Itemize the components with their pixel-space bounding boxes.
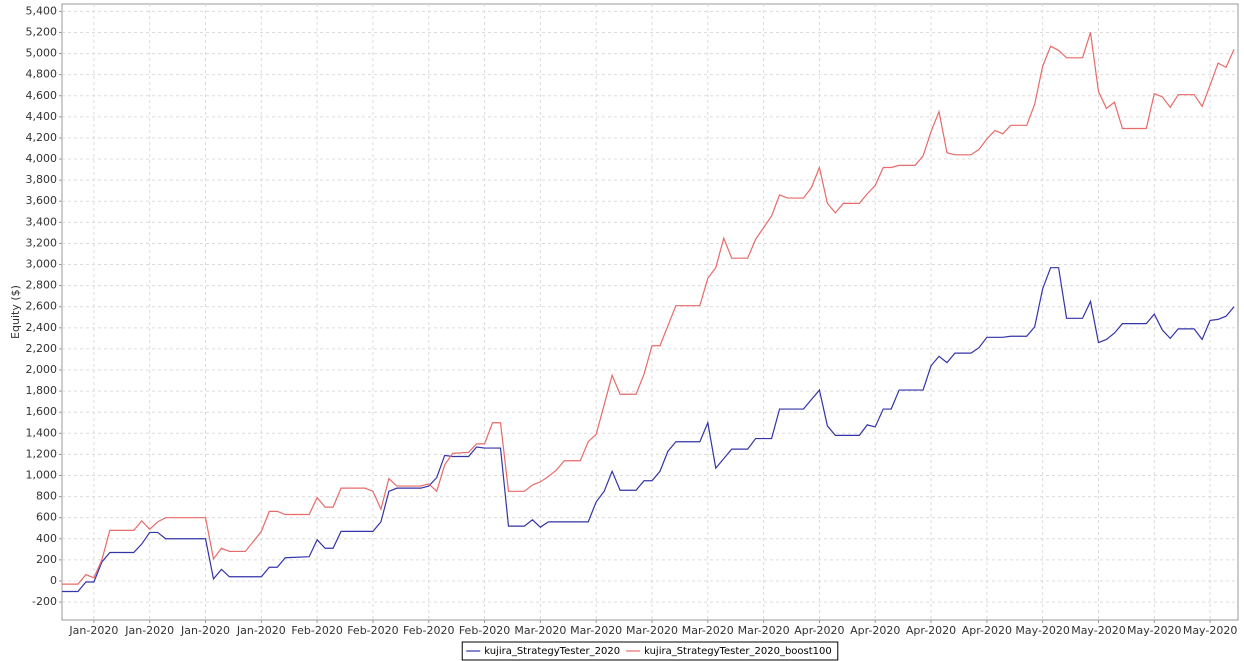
y-tick-label: 4,000: [26, 152, 58, 165]
x-tick-label: Feb-2020: [403, 624, 454, 637]
x-tick-label: Feb-2020: [459, 624, 510, 637]
y-tick-label: 0: [50, 574, 57, 587]
y-tick-label: 4,600: [26, 89, 58, 102]
plot-area: [61, 3, 1239, 621]
y-tick-label: 5,400: [26, 4, 58, 17]
x-tick-label: Apr-2020: [794, 624, 844, 637]
y-tick-label: 4,400: [26, 110, 58, 123]
x-tick-label: Mar-2020: [682, 624, 734, 637]
y-tick-label: 2,600: [26, 300, 58, 313]
y-tick-label: 3,200: [26, 236, 58, 249]
y-tick-label: 1,200: [26, 447, 58, 460]
y-tick-label: 3,400: [26, 215, 58, 228]
x-tick-label: Apr-2020: [850, 624, 900, 637]
y-tick-label: 600: [36, 511, 57, 524]
y-tick-label: 1,400: [26, 426, 58, 439]
x-tick-label: May-2020: [1183, 624, 1238, 637]
y-tick-label: 1,800: [26, 384, 58, 397]
x-tick-label: Feb-2020: [347, 624, 398, 637]
y-tick-label: 5,200: [26, 25, 58, 38]
x-tick-label: May-2020: [1015, 624, 1070, 637]
x-tick-label: Feb-2020: [291, 624, 342, 637]
y-tick-label: 5,000: [26, 47, 58, 60]
y-axis-label: Equity ($): [9, 285, 22, 339]
y-tick-label: 1,600: [26, 405, 58, 418]
y-tick-label: 4,800: [26, 68, 58, 81]
x-tick-label: Mar-2020: [738, 624, 790, 637]
legend-box: [461, 641, 839, 661]
y-tick-label: 4,200: [26, 131, 58, 144]
y-tick-label: 1,000: [26, 468, 58, 481]
x-tick-label: Jan-2020: [180, 624, 230, 637]
x-tick-label: Jan-2020: [236, 624, 286, 637]
y-tick-label: 2,800: [26, 279, 58, 292]
y-tick-label: 2,400: [26, 321, 58, 334]
x-tick-label: Mar-2020: [570, 624, 622, 637]
x-tick-label: May-2020: [1071, 624, 1126, 637]
series-line: [62, 32, 1235, 585]
y-tick-label: 800: [36, 490, 57, 503]
x-tick-label: Mar-2020: [514, 624, 566, 637]
series-line: [62, 267, 1235, 593]
legend-label: kujira_StrategyTester_2020_boost100: [644, 646, 832, 657]
y-tick-label: 2,200: [26, 342, 58, 355]
legend: kujira_StrategyTester_2020 kujira_Strateg…: [461, 641, 839, 661]
y-tick-label: 3,000: [26, 258, 58, 271]
x-tick-label: May-2020: [1127, 624, 1182, 637]
y-tick-label: -200: [32, 595, 57, 608]
x-tick-label: Mar-2020: [626, 624, 678, 637]
x-tick-label: Apr-2020: [906, 624, 956, 637]
y-tick-label: 3,800: [26, 173, 58, 186]
x-tick-label: Jan-2020: [68, 624, 118, 637]
legend-label: kujira_StrategyTester_2020: [484, 646, 620, 657]
y-tick-label: 3,600: [26, 194, 58, 207]
y-tick-label: 400: [36, 532, 57, 545]
y-tick-label: 200: [36, 553, 57, 566]
y-tick-label: 2,000: [26, 363, 58, 376]
x-tick-label: Jan-2020: [124, 624, 174, 637]
x-tick-label: Apr-2020: [962, 624, 1012, 637]
